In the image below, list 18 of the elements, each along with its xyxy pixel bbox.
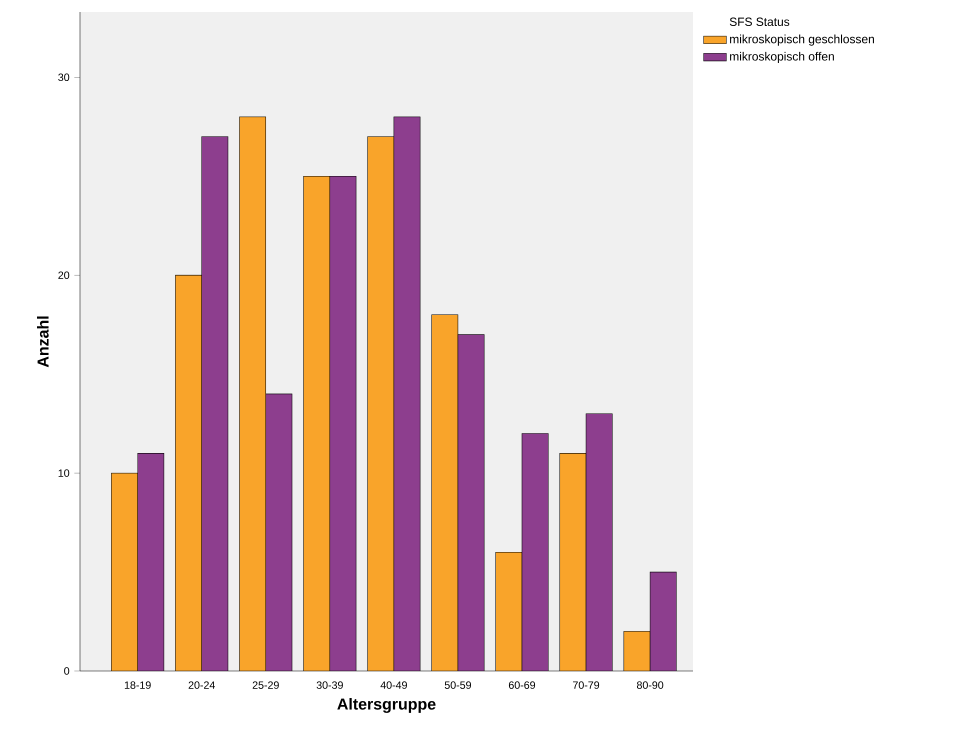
legend-title: SFS Status bbox=[730, 18, 790, 26]
legend-label: mikroskopisch geschlossen bbox=[730, 34, 874, 46]
y-axis-title: Anzahl bbox=[37, 316, 49, 368]
x-axis-title: Altersgruppe bbox=[337, 698, 436, 713]
x-tick-label: 25-29 bbox=[252, 681, 279, 689]
y-tick-label: 0 bbox=[64, 667, 70, 675]
x-tick-label: 40-49 bbox=[380, 681, 407, 689]
x-tick-label: 50-59 bbox=[444, 681, 471, 689]
x-tick-label: 70-79 bbox=[572, 681, 600, 689]
y-tick-label: 10 bbox=[58, 469, 70, 477]
x-tick-label: 80-90 bbox=[636, 681, 664, 689]
legend-label: mikroskopisch offen bbox=[730, 52, 834, 63]
y-tick-label: 20 bbox=[58, 271, 70, 279]
x-tick-label: 20-24 bbox=[188, 681, 215, 689]
x-tick-label: 60-69 bbox=[508, 681, 536, 689]
x-tick-label: 30-39 bbox=[316, 681, 343, 689]
y-tick-label: 30 bbox=[58, 74, 70, 82]
x-tick-label: 18-19 bbox=[124, 681, 151, 689]
